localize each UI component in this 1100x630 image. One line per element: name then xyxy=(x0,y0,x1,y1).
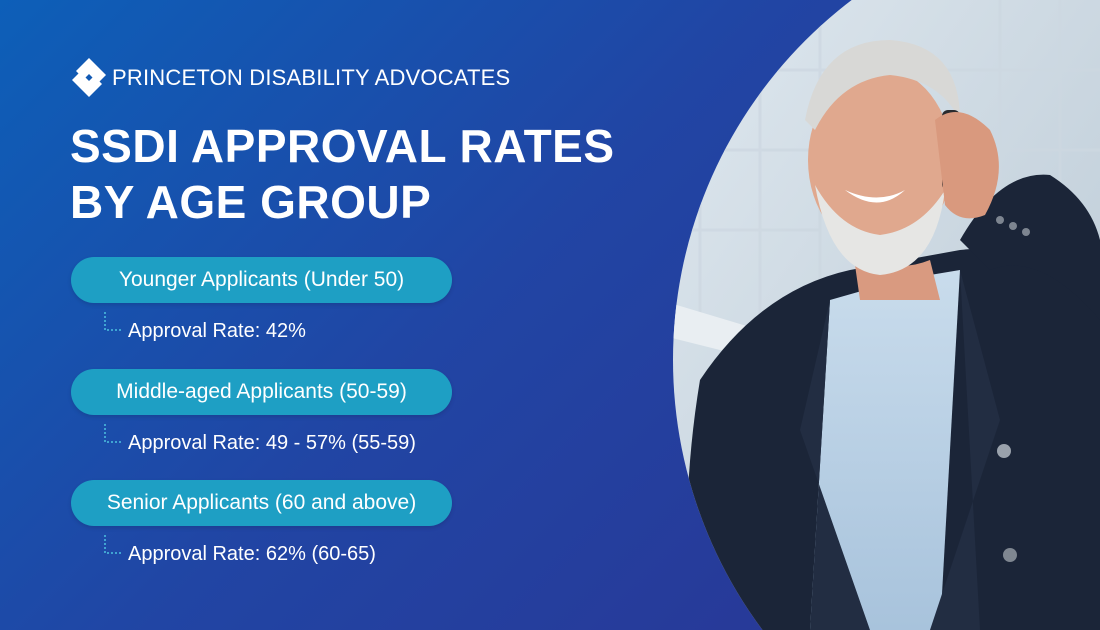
approval-rate-middle-aged: Approval Rate: 49 - 57% (55-59) xyxy=(128,432,416,454)
page-title: SSDI APPROVAL RATES BY AGE GROUP xyxy=(70,118,615,230)
group-label-younger: Younger Applicants (Under 50) xyxy=(71,257,452,303)
diamond-logo-icon xyxy=(72,58,106,97)
brand-header: PRINCETON DISABILITY ADVOCATES xyxy=(72,58,510,98)
group-label-senior: Senior Applicants (60 and above) xyxy=(71,480,452,526)
group-label-middle-aged: Middle-aged Applicants (50-59) xyxy=(71,369,452,415)
connector-icon xyxy=(104,424,121,443)
title-line-2: BY AGE GROUP xyxy=(70,176,432,228)
brand-name: PRINCETON DISABILITY ADVOCATES xyxy=(112,65,511,90)
connector-icon xyxy=(104,535,121,554)
approval-rate-senior: Approval Rate: 62% (60-65) xyxy=(128,543,376,565)
approval-rate-younger: Approval Rate: 42% xyxy=(128,320,306,342)
title-line-1: SSDI APPROVAL RATES xyxy=(70,120,615,172)
connector-icon xyxy=(104,312,121,331)
